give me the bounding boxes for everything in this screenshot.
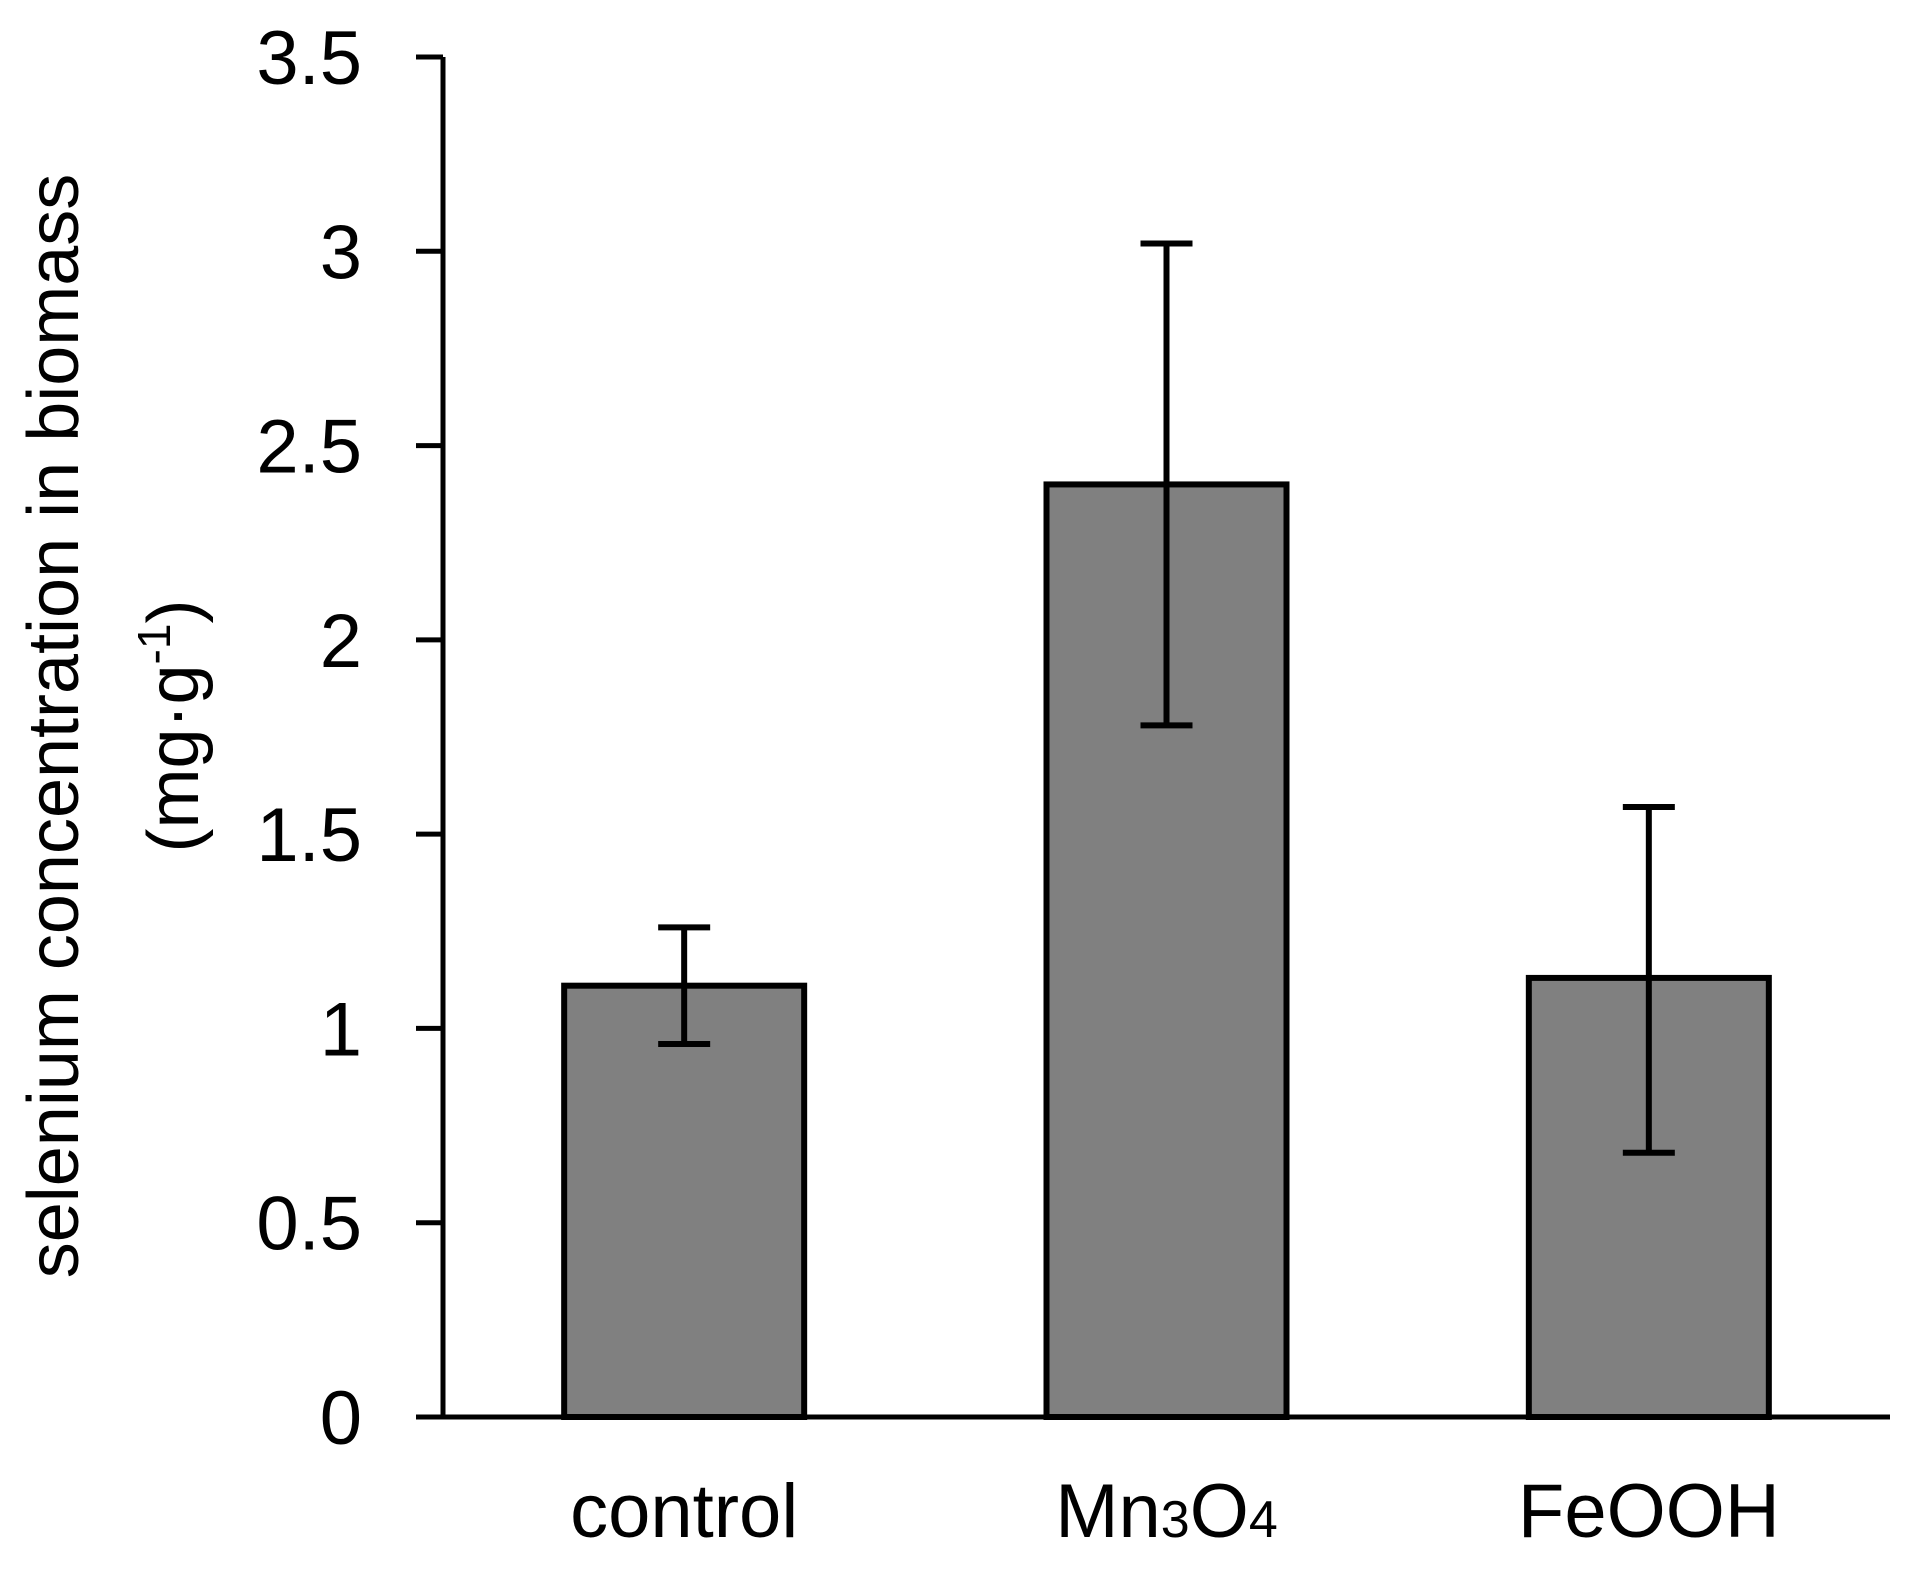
y-tick-label: 2.5: [256, 405, 362, 490]
error-bar-control: [658, 924, 711, 1047]
y-tick-label: 0.5: [256, 1182, 362, 1267]
y-tick-label: 2: [320, 599, 362, 684]
bar-control: [561, 982, 808, 1421]
y-axis-title: selenium concentration in biomass (mg·g-…: [14, 174, 214, 1279]
error-bar-Mn3O4: [1140, 240, 1193, 729]
y-tick-label: 0: [320, 1376, 362, 1461]
x-axis-labels: control Mn3O4 FeOOH: [570, 1469, 1780, 1554]
error-bars: [658, 240, 1675, 1156]
axes: [416, 57, 1890, 1420]
y-axis-unit-text: (mg·g-1): [128, 600, 214, 853]
y-axis-title-text: selenium concentration in biomass: [14, 174, 94, 1279]
y-tick-label: 1: [320, 987, 362, 1072]
x-tick-label-FeOOH: FeOOH: [1518, 1469, 1780, 1554]
y-tick-label: 3.5: [256, 16, 362, 101]
error-bar-FeOOH: [1622, 803, 1675, 1156]
x-tick-label-Mn3O4: Mn3O4: [1055, 1469, 1278, 1554]
y-axis-ticks: 0 0.5 1 1.5 2 2.5 3 3.5: [256, 16, 443, 1461]
x-tick-label-control: control: [570, 1469, 798, 1554]
y-tick-label: 1.5: [256, 793, 362, 878]
y-tick-label: 3: [320, 210, 362, 295]
